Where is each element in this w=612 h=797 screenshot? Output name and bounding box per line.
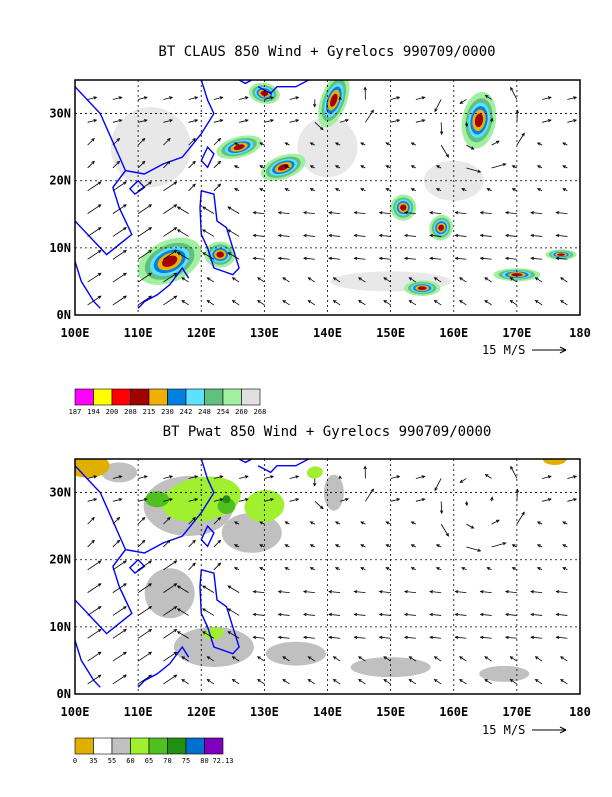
bot-lon-label: 120E: [187, 705, 216, 719]
field-patch: [223, 495, 231, 503]
field-patch: [216, 251, 223, 257]
top-colorbar-label: 242: [180, 408, 193, 416]
top-colorbar-label: 254: [217, 408, 230, 416]
top-colorbar-label: 230: [161, 408, 174, 416]
top-colorbar: 187 194 200 208 215 230 242 248 254 260 268: [69, 389, 267, 416]
top-colorbar-swatch: [223, 389, 242, 405]
top-colorbar-swatch: [168, 389, 187, 405]
top-colorbar-label: 268: [254, 408, 267, 416]
bot-colorbar-label: 60: [126, 757, 134, 765]
bot-colorbar-swatch: [168, 738, 187, 754]
bot-lat-label: 30N: [49, 486, 71, 500]
bot-colorbar-label: 55: [108, 757, 116, 765]
top-map: [75, 69, 580, 315]
bottom-colorbar: 0 35 55 60 65 70 75 80 72.13: [73, 738, 234, 765]
top-lon-label: 180: [569, 326, 591, 340]
bottom-vector-scale-label: 15 M/S: [482, 723, 525, 737]
top-lat-labels: 0N 10N 20N 30N: [49, 107, 71, 322]
top-colorbar-label: 208: [124, 408, 137, 416]
top-lon-label: 140E: [313, 326, 342, 340]
bot-lat-label: 0N: [57, 687, 71, 701]
bot-lon-label: 140E: [313, 705, 342, 719]
top-colorbar-swatch: [186, 389, 205, 405]
top-lon-label: 110E: [124, 326, 153, 340]
top-lon-labels: 100E 110E 120E 130E 140E 150E 160E 170E 180: [61, 326, 591, 340]
top-colorbar-swatch: [149, 389, 168, 405]
top-cloud-field: [111, 69, 577, 296]
bottom-pwat-field: [66, 453, 567, 682]
field-patch: [418, 286, 427, 290]
bot-colorbar-swatch: [186, 738, 205, 754]
bot-colorbar-label: 65: [145, 757, 153, 765]
bot-lon-label: 150E: [376, 705, 405, 719]
top-colorbar-swatch: [94, 389, 113, 405]
top-colorbar-label: 248: [198, 408, 211, 416]
top-lat-label: 0N: [57, 308, 71, 322]
bot-lat-label: 20N: [49, 553, 71, 567]
top-colorbar-label: 187: [69, 408, 82, 416]
field-patch: [557, 253, 564, 255]
bottom-map: [66, 453, 580, 694]
top-lon-label: 120E: [187, 326, 216, 340]
top-colorbar-label: 200: [106, 408, 119, 416]
top-coastline: [75, 80, 309, 308]
top-colorbar-swatch: [242, 389, 261, 405]
field-patch: [266, 642, 326, 666]
bot-colorbar-swatch: [131, 738, 150, 754]
top-lat-label: 30N: [49, 107, 71, 121]
bot-lat-label: 10N: [49, 620, 71, 634]
field-patch: [66, 454, 110, 478]
top-lat-label: 10N: [49, 241, 71, 255]
top-colorbar-label: 194: [87, 408, 100, 416]
top-vector-scale-label: 15 M/S: [482, 343, 525, 357]
top-colorbar-label: 260: [235, 408, 248, 416]
bottom-panel-title: BT Pwat 850 Wind + Gyrelocs 990709/0000: [163, 424, 492, 440]
top-panel-title: BT CLAUS 850 Wind + Gyrelocs 990709/0000: [158, 44, 495, 60]
bot-colorbar-swatch: [94, 738, 113, 754]
bottom-lon-labels: 100E 110E 120E 130E 140E 150E 160E 170E 180: [61, 705, 591, 719]
top-colorbar-swatch: [131, 389, 150, 405]
bot-lon-label: 180: [569, 705, 591, 719]
bot-colorbar-label: 72.13: [212, 757, 233, 765]
top-lon-label: 170E: [502, 326, 531, 340]
bot-lon-label: 170E: [502, 705, 531, 719]
field-patch: [306, 465, 324, 480]
top-colorbar-label: 215: [143, 408, 156, 416]
top-lon-label: 160E: [439, 326, 468, 340]
bot-colorbar-label: 75: [182, 757, 190, 765]
top-lon-label: 150E: [376, 326, 405, 340]
bot-colorbar-label: 80: [200, 757, 208, 765]
bot-colorbar-swatch: [75, 738, 94, 754]
bot-lon-label: 100E: [61, 705, 90, 719]
bot-colorbar-swatch: [205, 738, 224, 754]
bot-colorbar-label: 70: [163, 757, 171, 765]
top-colorbar-swatch: [75, 389, 94, 405]
top-lat-label: 20N: [49, 174, 71, 188]
bot-colorbar-swatch: [149, 738, 168, 754]
bot-lon-label: 160E: [439, 705, 468, 719]
top-lon-label: 100E: [61, 326, 90, 340]
top-lon-label: 130E: [250, 326, 279, 340]
bot-colorbar-label: 0: [73, 757, 77, 765]
field-patch: [145, 491, 169, 507]
bot-lon-label: 110E: [124, 705, 153, 719]
bottom-lat-labels: 0N 10N 20N 30N: [49, 486, 71, 701]
bot-lon-label: 130E: [250, 705, 279, 719]
bot-colorbar-label: 35: [89, 757, 97, 765]
top-colorbar-swatch: [205, 389, 224, 405]
bottom-vector-scale: 15 M/S: [482, 723, 566, 737]
bot-colorbar-swatch: [112, 738, 131, 754]
top-colorbar-swatch: [112, 389, 131, 405]
top-vector-scale: 15 M/S: [482, 343, 566, 357]
